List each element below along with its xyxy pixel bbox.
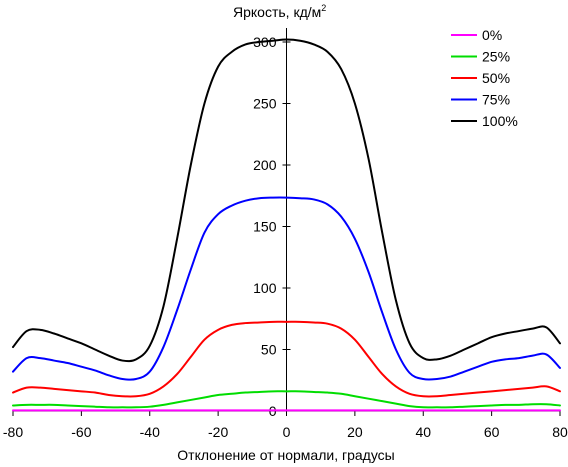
y-axis-title-superscript: 2 bbox=[321, 3, 326, 13]
series-line-100pct bbox=[12, 38, 561, 363]
y-axis-title: Яркость, кд/м2 bbox=[233, 3, 326, 20]
series-line-25pct bbox=[12, 390, 561, 409]
x-tick-label: 60 bbox=[484, 424, 500, 440]
y-tick-label: 200 bbox=[253, 157, 277, 173]
x-axis-title: Отклонение от нормали, градусы bbox=[177, 447, 394, 463]
x-tick-label: 20 bbox=[347, 424, 363, 440]
legend-label-50pct: 50% bbox=[482, 70, 510, 86]
x-tick-label: -60 bbox=[71, 424, 91, 440]
y-axis-title-text: Яркость, кд/м bbox=[233, 4, 321, 20]
series-line-50pct bbox=[12, 320, 561, 398]
x-tick-label: -20 bbox=[208, 424, 228, 440]
legend-label-25pct: 25% bbox=[482, 49, 510, 65]
legend-label-100pct: 100% bbox=[482, 113, 518, 129]
legend-label-75pct: 75% bbox=[482, 92, 510, 108]
y-tick-label: 50 bbox=[261, 342, 277, 358]
y-tick-label: 250 bbox=[253, 96, 277, 112]
x-tick-label: -40 bbox=[140, 424, 160, 440]
y-tick-label: 150 bbox=[253, 219, 277, 235]
series-layer bbox=[12, 38, 561, 412]
x-tick-label: 0 bbox=[283, 424, 291, 440]
legend: 0% 25% 50% 75% 100% bbox=[451, 27, 518, 129]
x-tick-label: 80 bbox=[552, 424, 568, 440]
y-tick-label: 100 bbox=[253, 280, 277, 296]
x-tick-label: -80 bbox=[3, 424, 23, 440]
series-line-75pct bbox=[12, 196, 561, 381]
x-tick-label: 40 bbox=[415, 424, 431, 440]
legend-label-0pct: 0% bbox=[482, 27, 502, 43]
